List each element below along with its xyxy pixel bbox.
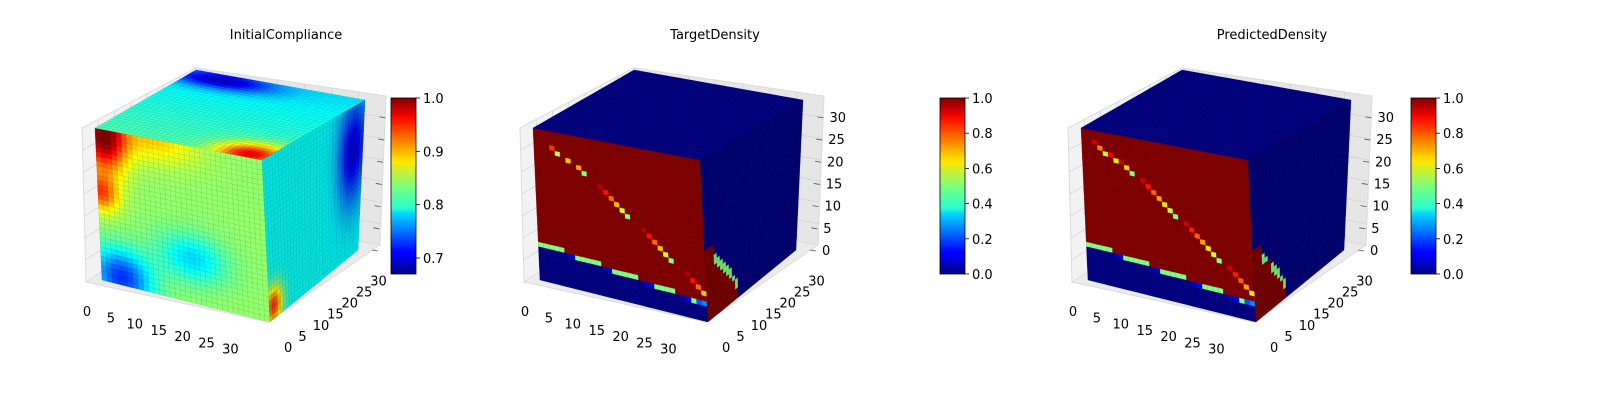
panel-target-density: TargetDensity 0 5 10 15 20 25 30 05101520253005… <box>519 28 993 358</box>
colorbar-tick-label: 0.8 <box>423 199 444 214</box>
x-tick-label: 0 <box>83 305 91 320</box>
panel-2-voxel-cube <box>532 69 804 323</box>
y-tick-label: 30 <box>370 274 387 289</box>
colorbar-tick-label: 0.7 <box>423 252 444 267</box>
x-tick-label: 15 <box>150 324 167 339</box>
colorbar-tick-label: 1.0 <box>423 92 444 107</box>
x-tick-label: 5 <box>107 311 115 326</box>
panel-1-voxel-cube <box>94 69 366 323</box>
cube-face-front <box>94 127 271 323</box>
z-tick-mark <box>371 249 379 252</box>
cube-face-front <box>532 127 709 323</box>
x-tick-label: 25 <box>198 336 215 351</box>
x-tick-label: 20 <box>174 330 191 345</box>
colorbar-gradient <box>390 97 417 275</box>
panel-1-colorbar: 0.7 0.8 0.9 1.0 <box>390 92 444 275</box>
x-tick-label: 30 <box>222 343 239 358</box>
y-tick-label: 5 <box>298 330 306 345</box>
colorbar-tick-label: 0.9 <box>423 145 444 160</box>
panel-initial-compliance: InitialCompliance 0 5 10 15 20 25 30 0510152025… <box>81 28 444 358</box>
x-tick-label: 10 <box>127 318 144 333</box>
panel-1-title: InitialCompliance <box>230 28 343 43</box>
y-tick-label: 0 <box>284 341 292 356</box>
panel-2-title: TargetDensity <box>669 28 760 43</box>
